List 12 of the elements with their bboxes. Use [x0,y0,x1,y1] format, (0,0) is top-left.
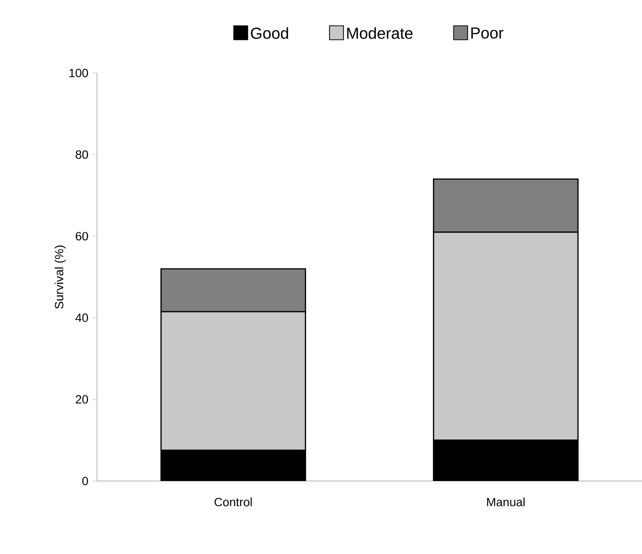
x-tick-label: Control [214,498,252,506]
y-tick-label: 80 [76,150,88,159]
x-tick-label: Manual [487,498,525,506]
y-tick-label: 0 [82,476,88,486]
y-tick-label: 40 [75,314,88,322]
legend-label: Good [250,27,288,39]
y-tick-label: 60 [76,232,88,240]
y-axis-title: Survival (%) [54,246,66,309]
legend-label: Moderate [347,27,413,39]
y-tick-label: 100 [69,68,88,78]
legend-label: Poor [471,27,504,39]
y-tick-label: 20 [76,395,88,404]
